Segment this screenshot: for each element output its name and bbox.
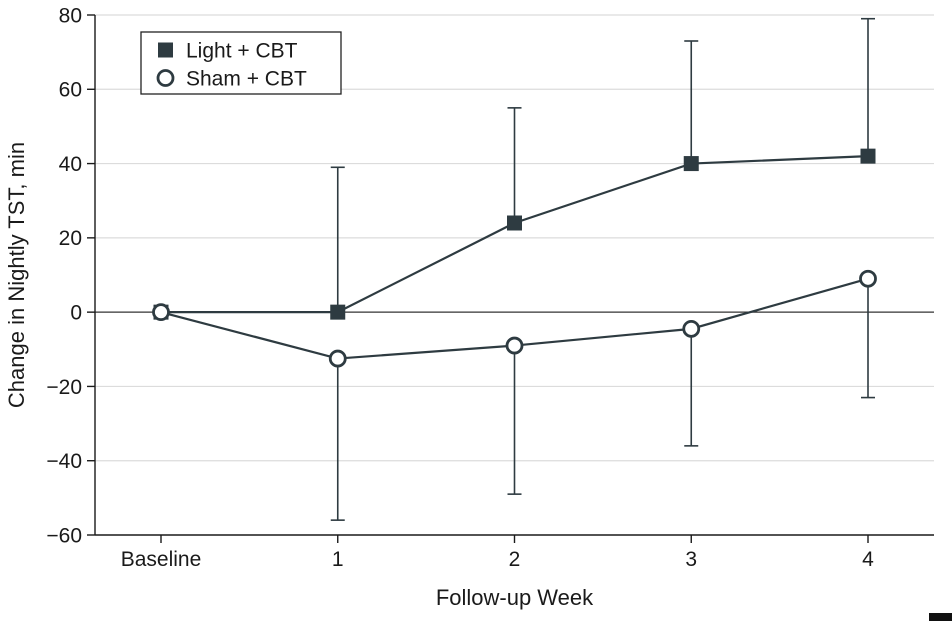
y-tick-label: 60 [59,79,82,102]
x-tick-label: 1 [332,548,344,571]
marker-open-circle [505,336,524,355]
legend-label: Light + CBT [186,39,298,62]
y-tick-label: 0 [70,301,82,324]
y-tick-label: −60 [46,524,82,547]
legend-marker-open-circle [156,69,175,87]
legend: Light + CBT Sham + CBT [140,31,342,95]
legend-box [140,31,342,95]
marker-filled-square [860,148,876,164]
x-tick-label: 4 [862,548,874,571]
y-tick-label: −40 [46,450,82,473]
y-axis-title: Change in Nightly TST, min [4,142,29,408]
y-tick-label: 40 [59,153,82,176]
y-tick-label: −20 [46,376,82,399]
x-tick-label: 3 [685,548,697,571]
y-tick-label: 20 [59,227,82,250]
marker-filled-square [507,215,522,231]
legend-marker-filled-square [158,42,173,58]
marker-open-circle [859,269,877,288]
marker-open-circle [682,319,701,338]
marker-filled-square [683,156,699,172]
x-tick-label: Baseline [121,548,202,571]
y-tick-label: 80 [59,4,82,27]
marker-open-circle [152,303,170,322]
marker-open-circle [328,349,347,368]
corner-artifact [929,613,952,621]
x-axis-title: Follow-up Week [436,585,594,610]
x-tick-label: 2 [509,548,521,571]
marker-filled-square [330,304,346,320]
legend-label: Sham + CBT [186,67,307,90]
